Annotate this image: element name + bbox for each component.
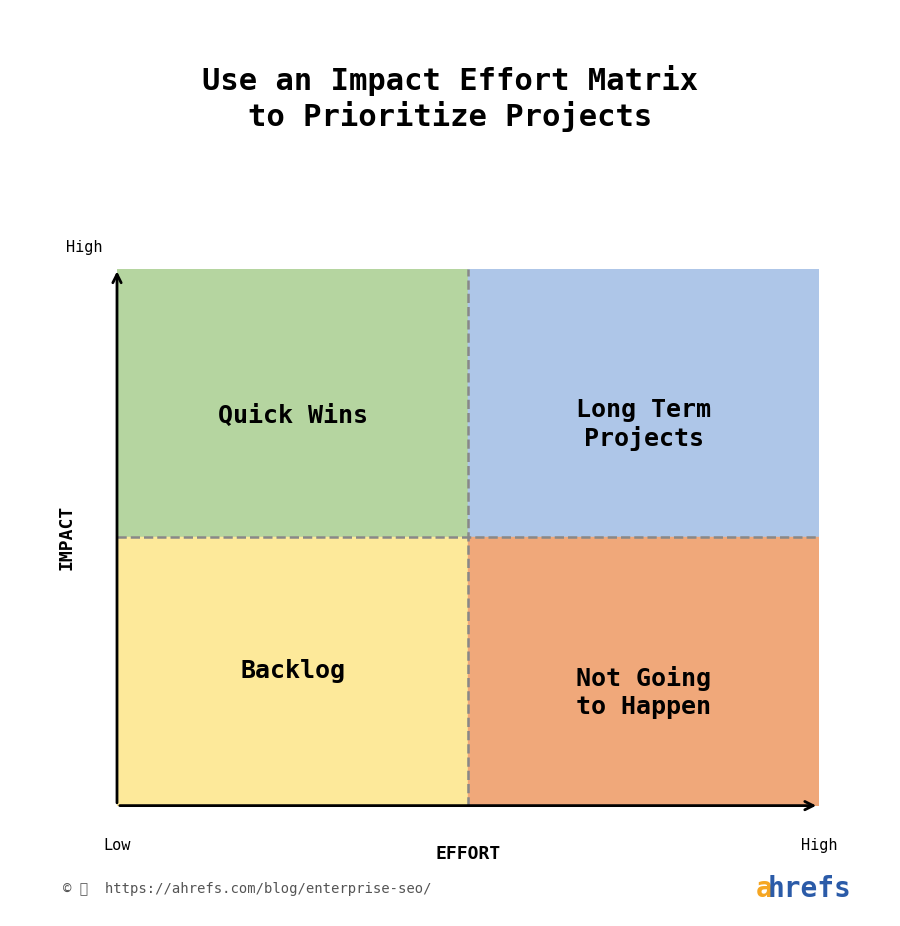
Text: Not Going
to Happen: Not Going to Happen [576,667,711,720]
Text: Quick Wins: Quick Wins [218,405,367,428]
Text: High: High [801,838,837,853]
Bar [117,537,468,806]
Text: Low: Low [104,838,130,853]
Text: © ⓘ  https://ahrefs.com/blog/enterprise-seo/: © ⓘ https://ahrefs.com/blog/enterprise-s… [63,882,431,896]
Bar [468,537,819,806]
Text: Backlog: Backlog [240,659,345,683]
X-axis label: EFFORT: EFFORT [436,845,500,862]
Bar [468,269,819,537]
Text: High: High [67,240,103,255]
Text: Long Term
Projects: Long Term Projects [576,398,711,451]
Bar [117,269,468,537]
Text: hrefs: hrefs [768,875,851,903]
Text: a: a [756,875,773,903]
Text: Use an Impact Effort Matrix
to Prioritize Projects: Use an Impact Effort Matrix to Prioritiz… [202,65,698,131]
Y-axis label: IMPACT: IMPACT [58,505,76,569]
